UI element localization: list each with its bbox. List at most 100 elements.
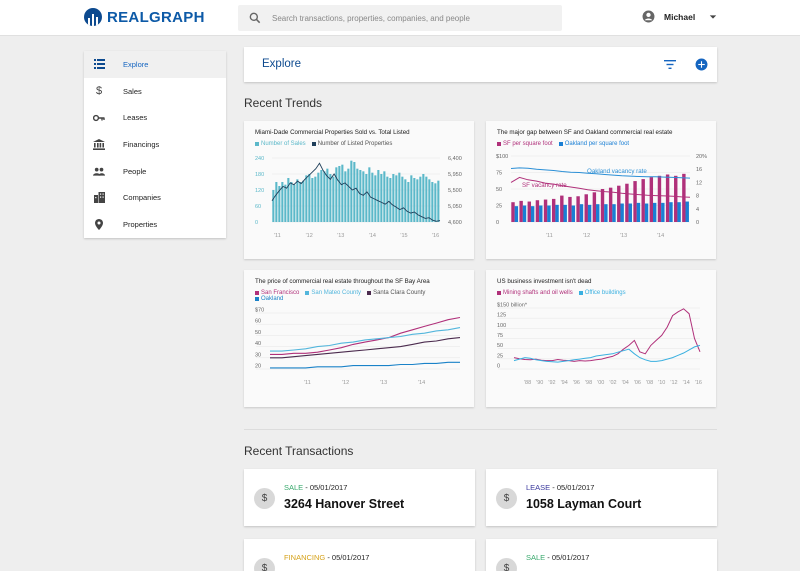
- bar-sales: [293, 184, 296, 222]
- bar-sales: [317, 172, 320, 222]
- user-menu[interactable]: Michael: [642, 10, 717, 23]
- x-tick-label: '12: [306, 233, 313, 239]
- x-tick-label: '14: [683, 380, 690, 386]
- bar-sales: [329, 174, 332, 222]
- bar-sf: [625, 183, 629, 222]
- bar-sales: [428, 179, 431, 222]
- bar-sf: [551, 198, 556, 222]
- x-tick-label: '94: [561, 380, 568, 386]
- bar-sales: [359, 170, 362, 222]
- legend-entry: Office buildings: [578, 290, 626, 296]
- bar-sf: [535, 200, 540, 222]
- transaction-card[interactable]: $ LEASE - 05/01/2017 1058 Layman Court: [486, 469, 717, 526]
- chart-legend: Number of Sales Number of Listed Propert…: [255, 141, 465, 147]
- bar-sales: [374, 175, 377, 222]
- bar-sf: [543, 199, 548, 222]
- bar-oakland: [530, 206, 535, 222]
- transaction-meta: LEASE - 05/01/2017: [526, 483, 594, 492]
- chart-card-sf-oakland[interactable]: The major gap between SF and Oakland com…: [486, 121, 716, 259]
- bar-oakland: [587, 204, 592, 222]
- chart-us-investment: $150 billion* 125 100 75 50 25 0 '88 '90 '92 '94 '9…: [497, 303, 702, 387]
- x-tick-label: '11: [546, 233, 553, 239]
- x-tick-label: '13: [337, 233, 344, 239]
- y-tick-label: $150 billion*: [497, 303, 528, 309]
- transaction-address[interactable]: 1058 Layman Court: [526, 497, 642, 511]
- bar-sf: [617, 185, 621, 222]
- bar-sales: [281, 182, 284, 222]
- chart-title: Miami-Dade Commercial Properties Sold vs…: [255, 129, 410, 136]
- add-circle-icon[interactable]: [695, 58, 708, 71]
- bar-oakland: [661, 202, 665, 222]
- account-circle-icon: [642, 10, 655, 23]
- dollar-icon: $: [254, 488, 275, 509]
- line-oakland-vacancy: [510, 167, 691, 179]
- transaction-card[interactable]: $ SALE - 05/01/2017: [486, 539, 717, 571]
- bar-sales: [356, 168, 359, 222]
- bar-sales: [302, 180, 305, 222]
- chart-title: The major gap between SF and Oakland com…: [497, 129, 673, 136]
- bar-sales: [275, 182, 278, 222]
- recent-transactions-title: Recent Transactions: [244, 444, 354, 458]
- bar-sales: [350, 160, 353, 222]
- series-label-oakland-vacancy: Oakland vacancy rate: [587, 168, 647, 175]
- page-title: Explore: [262, 58, 301, 70]
- x-tick-label: '88: [524, 380, 531, 386]
- bar-oakland: [571, 205, 576, 222]
- sidebar-item-sales[interactable]: $ Sales: [84, 78, 226, 105]
- bar-sales: [401, 176, 404, 222]
- transaction-card[interactable]: $ FINANCING - 05/01/2017: [244, 539, 475, 571]
- legend-entry: Number of Listed Properties: [311, 141, 392, 147]
- sidebar-item-label: People: [123, 166, 147, 176]
- y-tick-label-right: 12: [696, 180, 702, 186]
- y-tick-label-left: 180: [255, 172, 264, 178]
- line-sf-vacancy: [510, 176, 691, 198]
- x-tick-label: '15: [400, 233, 407, 239]
- transaction-type: SALE: [284, 483, 304, 492]
- series-line: [270, 337, 461, 359]
- x-tick-label: '02: [609, 380, 616, 386]
- search-input[interactable]: [272, 5, 556, 31]
- sidebar-item-label: Financings: [123, 139, 160, 149]
- legend-entry: SF per square foot: [497, 141, 553, 147]
- app-logo[interactable]: REALGRAPH: [84, 8, 205, 26]
- transaction-address[interactable]: 3264 Hanover Street: [284, 497, 405, 511]
- top-bar: REALGRAPH Michael: [0, 0, 800, 36]
- bar-sales: [392, 174, 395, 222]
- sidebar-item-label: Companies: [123, 193, 161, 203]
- recent-trends-title: Recent Trends: [244, 96, 323, 110]
- bar-sf: [674, 175, 678, 222]
- y-tick-label: $70: [255, 308, 264, 314]
- sidebar: Explore $ Sales Leases Financings People…: [84, 51, 226, 238]
- sidebar-item-leases[interactable]: Leases: [84, 104, 226, 131]
- bar-sf: [682, 173, 686, 222]
- chart-card-us-investment[interactable]: US business investment isn't dead Mining…: [486, 270, 716, 407]
- legend-entry: Number of Sales: [255, 141, 306, 147]
- bar-sf: [608, 187, 613, 222]
- y-tick-label-left: $100: [496, 154, 508, 160]
- x-tick-label: '08: [646, 380, 653, 386]
- filter-icon[interactable]: [664, 59, 676, 70]
- chart-card-miami[interactable]: Miami-Dade Commercial Properties Sold vs…: [244, 121, 474, 259]
- search-bar[interactable]: [238, 5, 562, 31]
- y-tick-label-right: 20%: [696, 154, 707, 160]
- dollar-icon: $: [496, 488, 517, 509]
- caret-down-icon[interactable]: [709, 13, 717, 21]
- series-label-sf-vacancy: SF vacancy rate: [522, 182, 567, 189]
- bar-sales: [362, 171, 365, 222]
- bar-sales: [341, 164, 344, 222]
- chart-card-bay-area[interactable]: The price of commercial real estate thro…: [244, 270, 474, 407]
- transaction-card[interactable]: $ SALE - 05/01/2017 3264 Hanover Street: [244, 469, 475, 526]
- x-tick-label: '11: [274, 233, 281, 239]
- sidebar-item-companies[interactable]: Companies: [84, 184, 226, 211]
- bar-sf: [584, 194, 588, 222]
- sidebar-item-explore[interactable]: Explore: [84, 51, 226, 78]
- x-tick-label: '92: [548, 380, 555, 386]
- x-tick-label: '98: [585, 380, 592, 386]
- bar-oakland: [579, 204, 584, 222]
- transaction-type: SALE: [526, 553, 546, 562]
- bar-sales: [389, 178, 392, 222]
- sidebar-item-properties[interactable]: Properties: [84, 211, 226, 238]
- sidebar-item-people[interactable]: People: [84, 158, 226, 185]
- y-tick-label: 75: [497, 333, 503, 339]
- sidebar-item-financings[interactable]: Financings: [84, 131, 226, 158]
